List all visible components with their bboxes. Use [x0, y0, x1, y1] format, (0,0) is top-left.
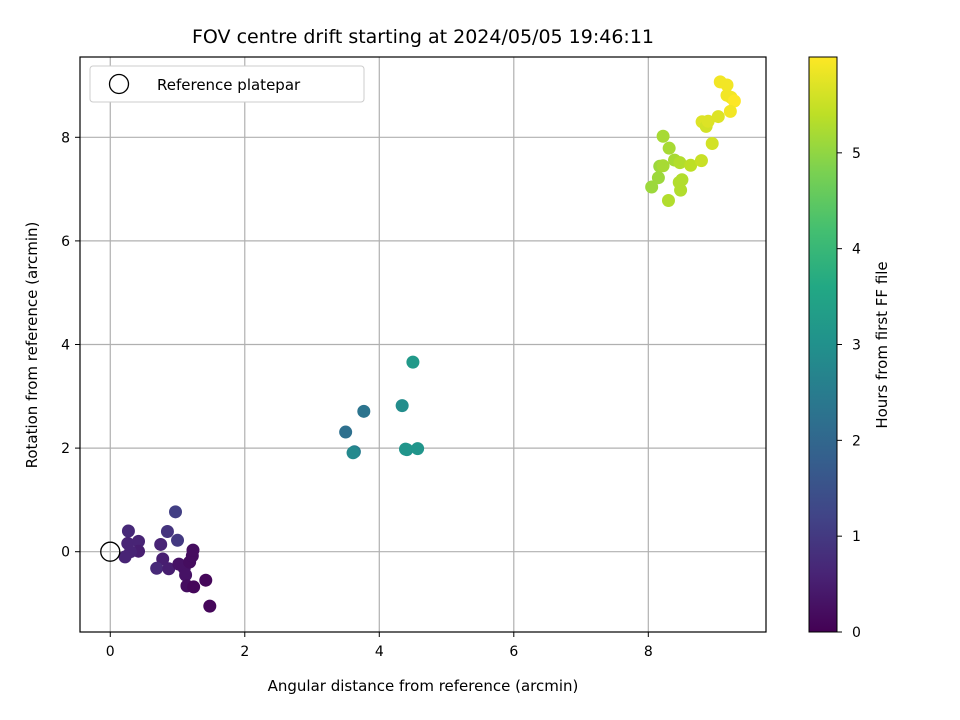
scatter-point [684, 158, 698, 172]
scatter-point [156, 552, 170, 566]
scatter-point [199, 573, 213, 587]
scatter-point [662, 141, 676, 155]
scatter-point [357, 404, 371, 418]
scatter-point [169, 505, 183, 519]
scatter-point [399, 442, 413, 456]
scatter-point [675, 173, 689, 187]
scatter-point [203, 599, 217, 613]
scatter-point [179, 568, 193, 582]
scatter-point [673, 156, 687, 170]
scatter-point [723, 104, 737, 118]
scatter-point [694, 154, 708, 168]
scatter-point [186, 543, 200, 557]
colorbar: 0 1 2 3 4 5 Hours from first FF file [808, 56, 891, 641]
scatter-point [720, 78, 734, 92]
y-tick-label: 2 [61, 441, 70, 457]
scatter-point [727, 94, 741, 108]
colorbar-tick-label: 4 [852, 242, 861, 258]
scatter-point [118, 550, 132, 564]
y-axis-ticks: 0 2 4 6 8 [61, 130, 80, 561]
colorbar-tick-label: 0 [852, 625, 861, 641]
legend-box [89, 65, 365, 103]
colorbar-gradient [808, 56, 838, 633]
scatter-point [406, 355, 420, 369]
x-axis-label: Angular distance from reference (arcmin) [268, 677, 579, 695]
scatter-point [154, 537, 168, 551]
scatter-point [162, 562, 176, 576]
colorbar-label: Hours from first FF file [873, 261, 891, 428]
reference-platepar-marker [100, 541, 121, 562]
chart-title: FOV centre drift starting at 2024/05/05 … [192, 26, 654, 48]
y-tick-label: 8 [61, 130, 70, 146]
grid-lines [80, 57, 766, 632]
y-tick-label: 0 [61, 545, 70, 561]
colorbar-tick-label: 3 [852, 338, 861, 354]
y-tick-label: 4 [61, 338, 70, 354]
colorbar-tick-label: 1 [852, 529, 861, 545]
scatter-point [701, 114, 715, 128]
data-points [118, 75, 741, 613]
scatter-point [395, 399, 409, 413]
colorbar-tick-label: 2 [852, 433, 861, 449]
x-tick-label: 6 [509, 644, 518, 660]
scatter-point [711, 110, 725, 124]
legend-marker-icon [108, 73, 130, 95]
legend: Reference platepar [89, 65, 365, 103]
scatter-point [121, 524, 135, 538]
colorbar-tick-label: 5 [852, 146, 861, 162]
colorbar-ticks: 0 1 2 3 4 5 [837, 146, 861, 641]
y-axis-label: Rotation from reference (arcmin) [23, 222, 41, 469]
x-tick-label: 2 [240, 644, 249, 660]
scatter-point [411, 442, 425, 456]
scatter-point [187, 580, 201, 594]
x-tick-label: 4 [375, 644, 384, 660]
scatter-point [651, 171, 665, 185]
legend-entry-reference-platepar: Reference platepar [157, 76, 301, 94]
scatter-point [645, 180, 659, 194]
scatter-point [132, 534, 146, 548]
scatter-point [705, 137, 719, 151]
scatter-point [160, 525, 174, 539]
x-tick-label: 0 [106, 644, 115, 660]
scatter-point [661, 193, 675, 207]
x-tick-label: 8 [644, 644, 653, 660]
scatter-point [656, 159, 670, 173]
scatter-point [171, 533, 185, 547]
scatter-point [674, 183, 688, 197]
scatter-point [339, 425, 353, 439]
y-tick-label: 6 [61, 234, 70, 250]
x-axis-ticks: 0 2 4 6 8 [106, 632, 653, 660]
scatter-point [150, 561, 164, 575]
scatter-point [346, 446, 360, 460]
scatter-point [656, 129, 670, 143]
